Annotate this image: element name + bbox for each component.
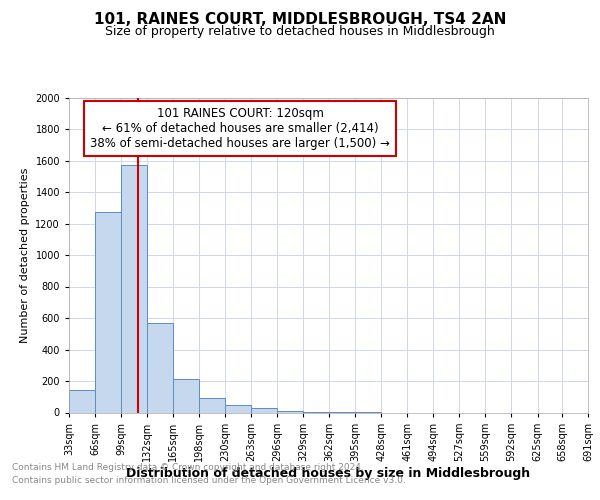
Text: Contains HM Land Registry data © Crown copyright and database right 2024.: Contains HM Land Registry data © Crown c… bbox=[12, 464, 364, 472]
X-axis label: Distribution of detached houses by size in Middlesbrough: Distribution of detached houses by size … bbox=[127, 466, 530, 479]
Bar bbox=[147, 322, 173, 412]
Text: Size of property relative to detached houses in Middlesbrough: Size of property relative to detached ho… bbox=[105, 25, 495, 38]
Text: 101, RAINES COURT, MIDDLESBROUGH, TS4 2AN: 101, RAINES COURT, MIDDLESBROUGH, TS4 2A… bbox=[94, 12, 506, 28]
Bar bbox=[173, 378, 199, 412]
Bar bbox=[199, 398, 225, 412]
Bar bbox=[95, 212, 121, 412]
Bar bbox=[277, 411, 303, 412]
Bar bbox=[69, 390, 95, 412]
Text: 101 RAINES COURT: 120sqm
← 61% of detached houses are smaller (2,414)
38% of sem: 101 RAINES COURT: 120sqm ← 61% of detach… bbox=[91, 107, 390, 150]
Bar bbox=[225, 404, 251, 412]
Bar bbox=[251, 408, 277, 412]
Text: Contains public sector information licensed under the Open Government Licence v3: Contains public sector information licen… bbox=[12, 476, 406, 485]
Bar bbox=[121, 165, 147, 412]
Y-axis label: Number of detached properties: Number of detached properties bbox=[20, 168, 30, 342]
